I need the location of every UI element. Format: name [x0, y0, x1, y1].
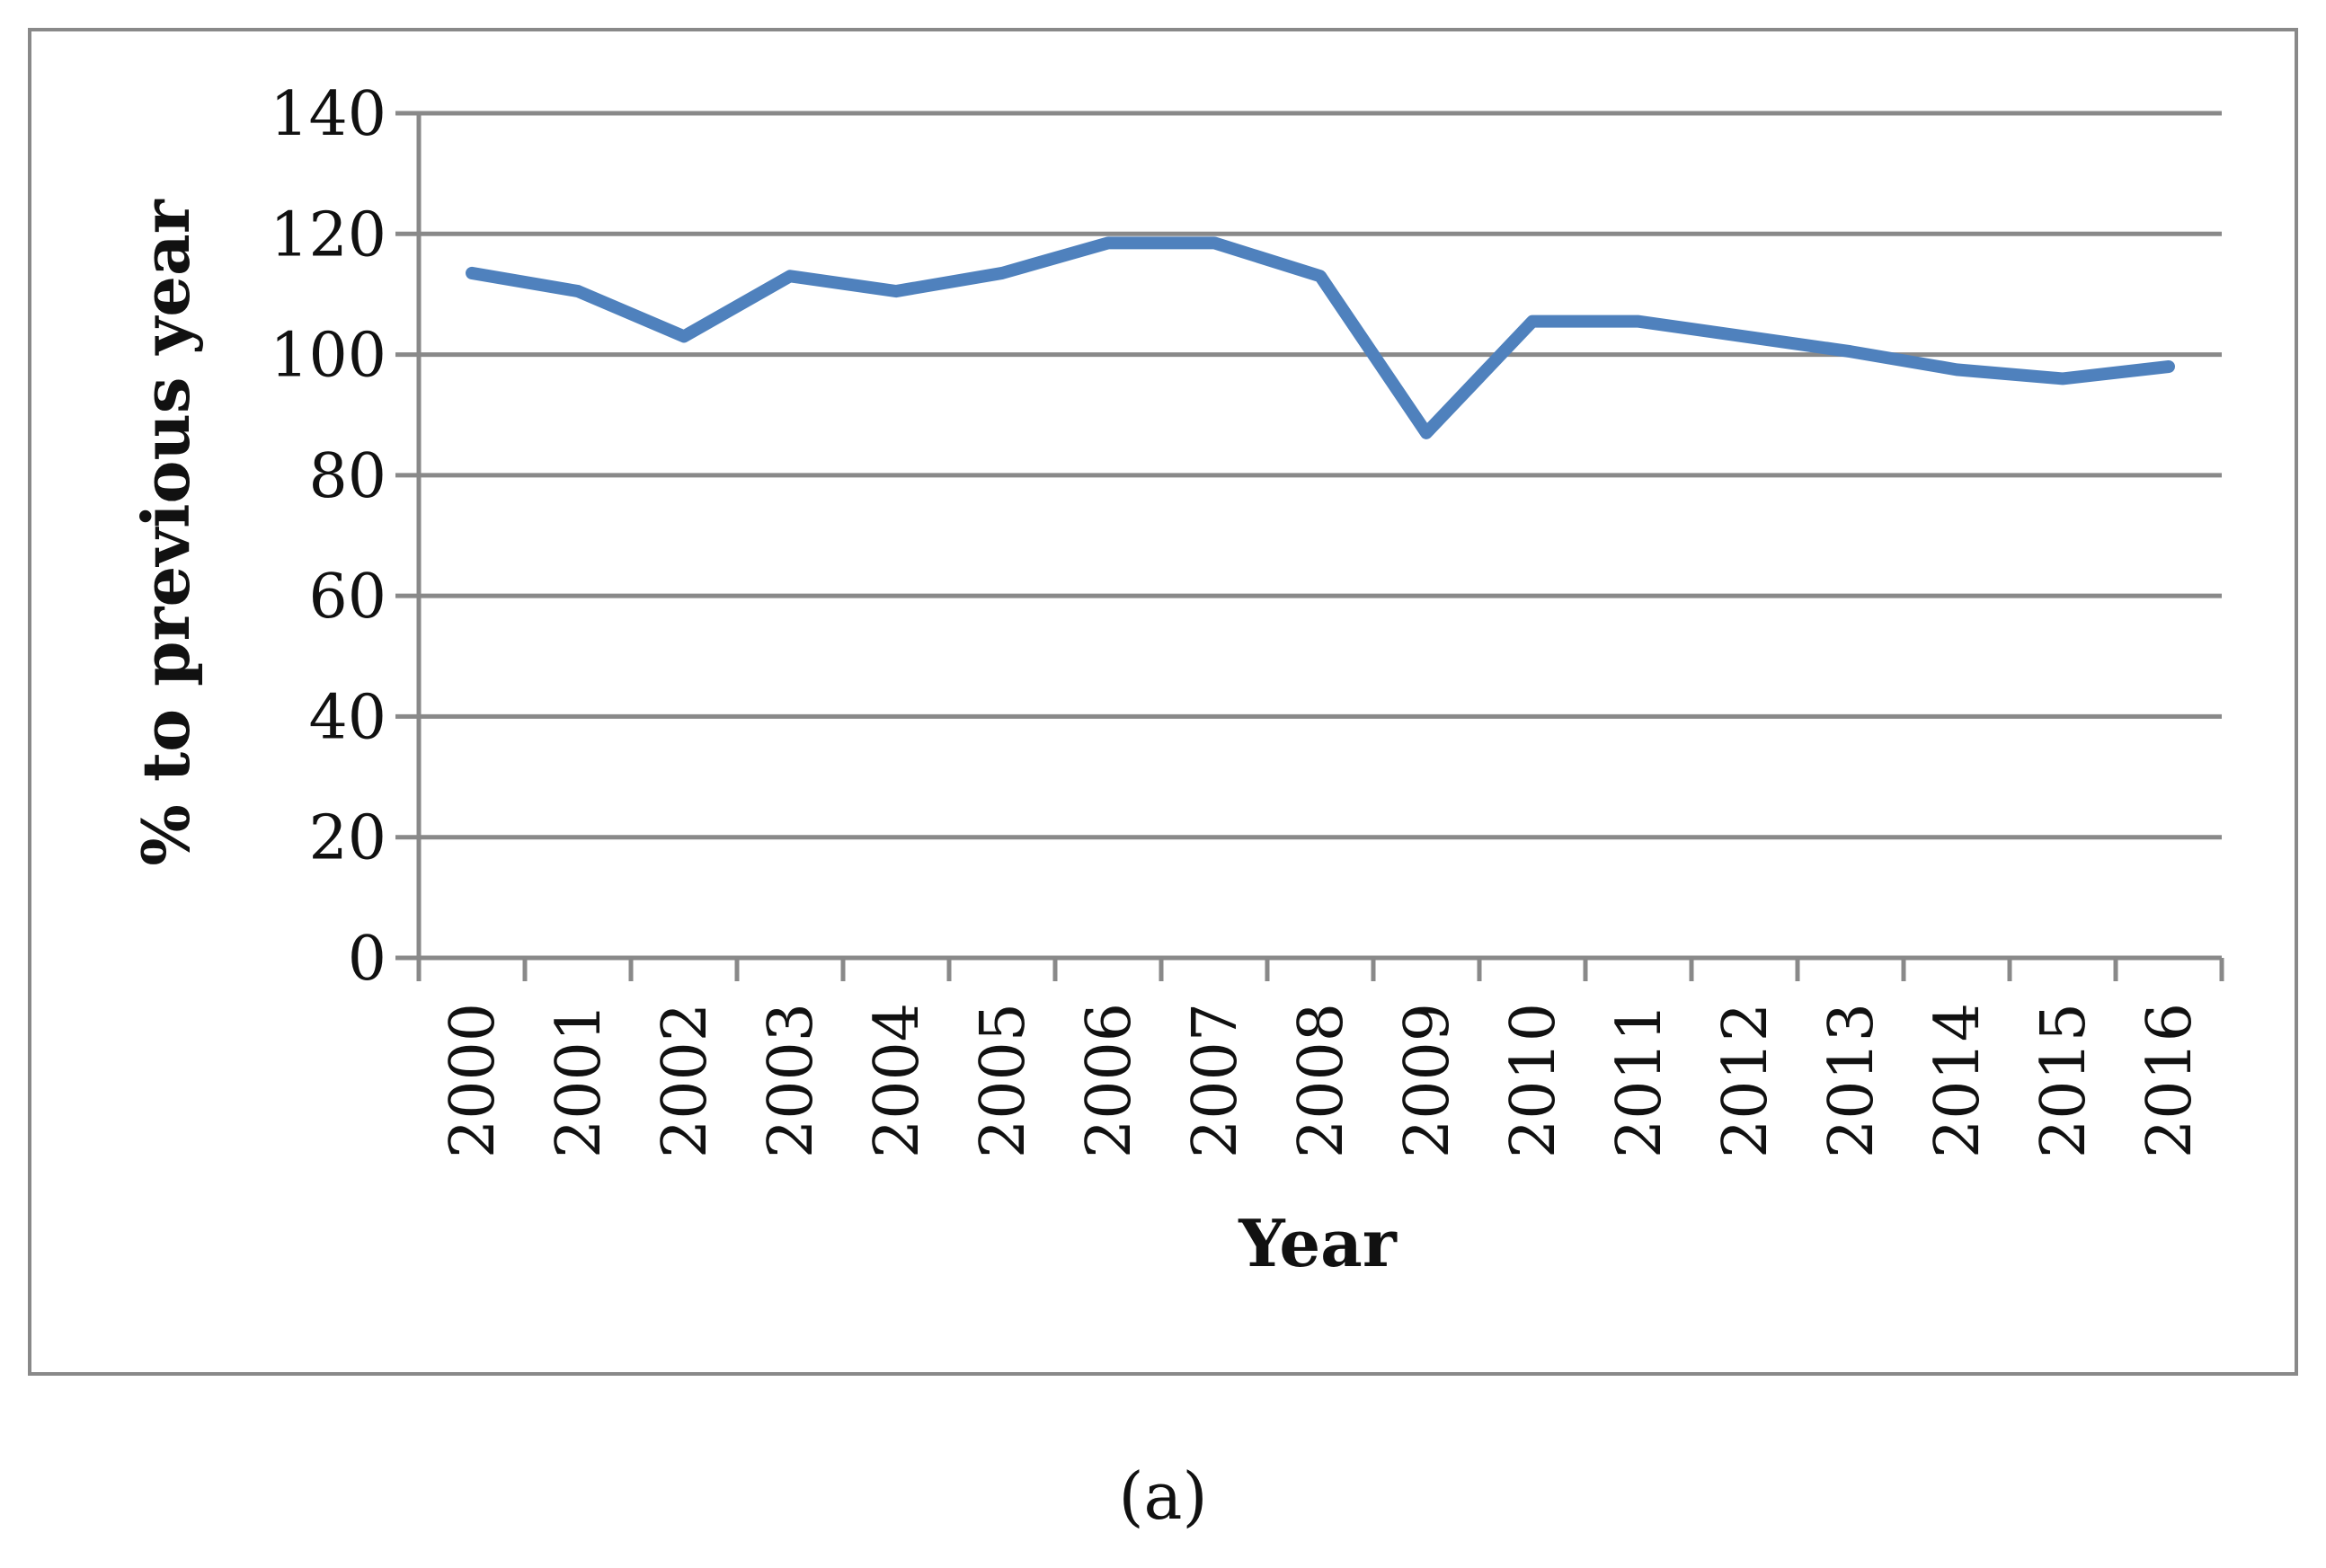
y-tick-label: 140: [270, 79, 386, 150]
x-tick-labels: 2000 2001 2002 2003 2004 2005 2006 2007 2008 2009…: [438, 1003, 2206, 1158]
series-lines: [466, 236, 2175, 439]
axes: [395, 111, 2224, 981]
x-tick-label: 2011: [1604, 1003, 1675, 1158]
x-tick-label: 2004: [862, 1003, 933, 1158]
chart-frame: [28, 28, 2298, 1376]
x-tick-label: 2014: [1922, 1003, 1993, 1158]
x-tick-label: 2009: [1392, 1003, 1463, 1158]
x-tick-label: 2002: [650, 1003, 721, 1158]
x-tick-label: 2010: [1498, 1003, 1569, 1158]
x-tick-label: 2000: [438, 1003, 509, 1158]
x-tick-label: 2016: [2135, 1003, 2206, 1158]
x-tick-label: 2003: [756, 1003, 827, 1158]
x-tick-label: 2015: [2029, 1003, 2100, 1158]
y-tick-label: 80: [308, 441, 386, 512]
x-tick-label: 2001: [544, 1003, 615, 1158]
y-tick-labels: 0 20 40 60 80 100 120 140: [270, 79, 386, 995]
y-tick-label: 40: [308, 682, 386, 753]
y-tick-label: 120: [270, 199, 386, 270]
y-tick-label: 100: [270, 321, 386, 392]
x-axis-title: Year: [1238, 1205, 1398, 1281]
x-tick-label: 2013: [1816, 1003, 1887, 1158]
y-axis-title: % to previous year: [128, 199, 204, 865]
x-tick-label: 2012: [1710, 1003, 1781, 1158]
x-tick-label: 2007: [1180, 1003, 1251, 1158]
y-tick-label: 20: [308, 803, 386, 874]
x-tick-label: 2006: [1074, 1003, 1145, 1158]
y-tick-label: 0: [348, 924, 386, 995]
x-tick-label: 2008: [1286, 1003, 1357, 1158]
figure-caption: (a): [1118, 1458, 1207, 1534]
series-line: [466, 236, 2175, 439]
x-tick-label: 2005: [968, 1003, 1039, 1158]
gridlines: [419, 111, 2222, 961]
y-tick-label: 60: [308, 562, 386, 633]
